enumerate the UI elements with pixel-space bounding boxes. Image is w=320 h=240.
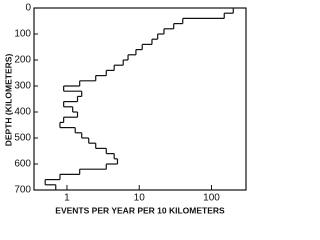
y-tick-label: 700 (14, 185, 31, 196)
y-tick-label: 0 (25, 3, 31, 14)
chart: EVENTS PER YEAR PER 10 KILOMETERS DEPTH … (3, 3, 247, 215)
x-tick-label: 10 (134, 193, 146, 204)
x-axis-label: EVENTS PER YEAR PER 10 KILOMETERS (55, 205, 225, 215)
plot-frame (33, 7, 247, 191)
y-tick-label: 400 (14, 107, 31, 118)
y-tick-label: 600 (14, 159, 31, 170)
y-tick-label: 300 (14, 81, 31, 92)
y-tick-label: 500 (14, 133, 31, 144)
y-tick-label: 100 (14, 29, 31, 40)
x-tick-label: 100 (203, 193, 220, 204)
y-tick-label: 200 (14, 55, 31, 66)
x-tick-label: 1 (64, 193, 70, 204)
y-axis-label: DEPTH (KILOMETERS) (3, 54, 13, 147)
